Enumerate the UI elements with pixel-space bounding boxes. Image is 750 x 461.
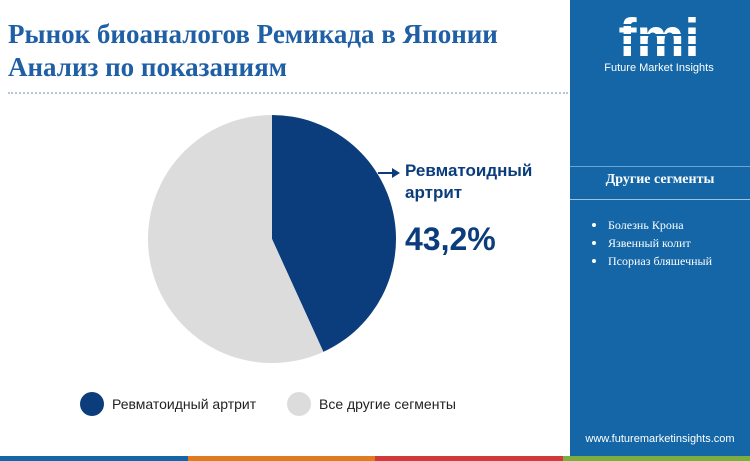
segment-label: Болезнь Крона xyxy=(608,218,684,232)
pie-chart xyxy=(147,115,400,363)
pie-slices xyxy=(147,115,396,363)
logo-tagline: Future Market Insights xyxy=(604,62,714,74)
logo-letters: fmi xyxy=(619,10,700,62)
callout-value: 43,2% xyxy=(405,221,496,257)
title-divider xyxy=(8,92,568,94)
legend-item-rheumatoid-arthritis: Ревматоидный артрит xyxy=(80,392,256,416)
page-title: Рынок биоаналогов Ремикада в Японии Анал… xyxy=(8,18,498,84)
segments-divider xyxy=(570,199,750,200)
bottom-color-bar xyxy=(0,456,750,461)
legend-swatch-other-segments xyxy=(287,392,311,416)
segments-title: Другие сегменты xyxy=(605,172,715,187)
bottom-bar-segment xyxy=(375,456,563,461)
bottom-bar-segment xyxy=(562,456,750,461)
legend-label: Ревматоидный артрит xyxy=(112,396,257,412)
segments-list: Болезнь Крона Язвенный колит Псориаз бля… xyxy=(592,216,712,270)
legend-label: Все другие сегменты xyxy=(319,396,456,412)
title-line-2: Анализ по показаниям xyxy=(8,52,288,82)
legend-swatch-rheumatoid-arthritis xyxy=(80,392,104,416)
segment-item-plaque-psoriasis: Псориаз бляшечный xyxy=(592,252,712,270)
segments-divider-top xyxy=(570,166,750,167)
bullet-icon xyxy=(592,241,596,245)
segment-label: Псориаз бляшечный xyxy=(608,254,713,268)
segment-label: Язвенный колит xyxy=(608,236,691,250)
title-line-1: Рынок биоаналогов Ремикада в Японии xyxy=(8,19,498,49)
pie-slice-rheumatoid-arthritis xyxy=(272,115,396,352)
main-area: Рынок биоаналогов Ремикада в Японии Анал… xyxy=(8,18,568,416)
fmi-logo-icon: fmi xyxy=(598,8,720,68)
sidebar: fmi Future Market Insights Другие сегмен… xyxy=(570,0,750,456)
legend-item-other-segments: Все другие сегменты xyxy=(287,392,456,416)
bottom-bar-segment xyxy=(0,456,188,461)
bottom-bar-segment xyxy=(187,456,375,461)
segment-item-ulcerative-colitis: Язвенный колит xyxy=(592,234,712,252)
segment-item-crohns: Болезнь Крона xyxy=(592,216,712,234)
bullet-icon xyxy=(592,223,596,227)
callout-arrow-icon xyxy=(378,168,400,178)
fmi-logo: fmi Future Market Insights xyxy=(594,8,724,84)
callout-label: Ревматоидный артрит xyxy=(405,161,533,202)
bullet-icon xyxy=(592,259,596,263)
website-link[interactable]: www.futuremarketinsights.com xyxy=(585,433,735,445)
pie-slice-other-segments xyxy=(147,115,324,363)
